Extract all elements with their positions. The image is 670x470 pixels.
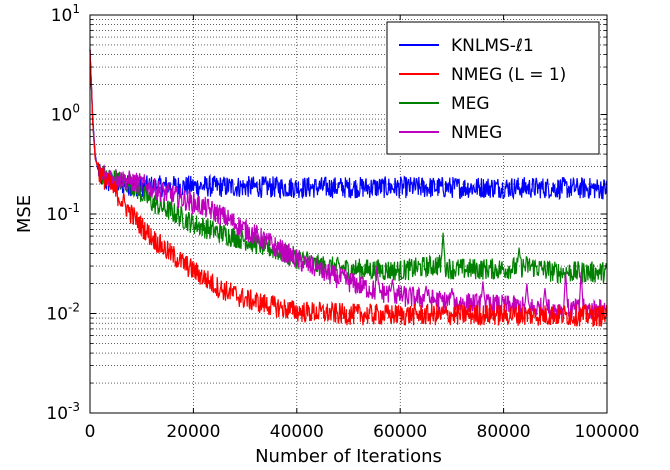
y-tick-base: 10 (46, 205, 68, 225)
legend-label-3: NMEG (451, 123, 502, 143)
x-tick-label: 60000 (373, 422, 427, 442)
x-tick-label: 20000 (166, 422, 220, 442)
x-tick-label: 0 (85, 422, 96, 442)
y-tick-label: 100 (51, 102, 80, 126)
x-tick-label: 40000 (270, 422, 324, 442)
series-line-0 (89, 49, 608, 201)
legend-label-1: NMEG (L = 1) (451, 65, 566, 85)
x-tick-label: 80000 (477, 422, 531, 442)
ticks (89, 14, 608, 414)
y-tick-label: 101 (51, 2, 80, 26)
y-tick-exp: 0 (72, 102, 80, 116)
y-axis-label: MSE (14, 195, 35, 233)
y-tick-exp: 1 (72, 2, 80, 16)
series-line-2 (89, 49, 608, 284)
y-tick-label: 10-3 (46, 400, 80, 424)
y-tick-exp: -3 (68, 400, 80, 414)
y-tick-label: 10-1 (46, 201, 80, 225)
x-tick-label: 100000 (575, 422, 640, 442)
y-tick-base: 10 (46, 305, 68, 325)
y-tick-base: 10 (51, 106, 73, 126)
series-line-1 (89, 49, 608, 327)
y-tick-base: 10 (46, 404, 68, 424)
x-tick-labels: 0 20000 40000 60000 80000 100000 (85, 422, 640, 442)
plot-area (89, 49, 608, 327)
series-line-3 (89, 49, 608, 321)
x-axis-label: Number of Iterations (255, 446, 442, 467)
y-tick-exp: -2 (68, 301, 80, 315)
y-tick-base: 10 (51, 6, 73, 26)
legend: KNLMS-ℓ1 NMEG (L = 1) MEG NMEG (386, 21, 600, 155)
y-tick-label: 10-2 (46, 301, 80, 325)
legend-label-2: MEG (451, 94, 490, 114)
legend-label-0: KNLMS-ℓ1 (451, 36, 534, 56)
grid (89, 15, 608, 414)
y-tick-exp: -1 (68, 201, 80, 215)
